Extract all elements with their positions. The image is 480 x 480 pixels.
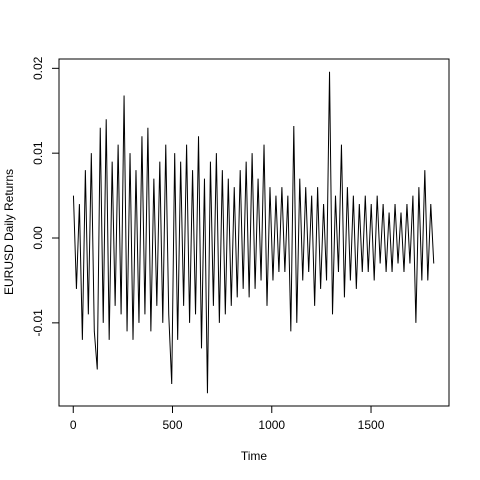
y-tick-label: 0.02: [31, 56, 45, 80]
series-line: [72, 71, 435, 394]
y-axis-label: EURUSD Daily Returns: [2, 169, 16, 295]
x-tick-label: 1500: [358, 418, 385, 432]
y-tick-label: 0.00: [31, 226, 45, 250]
x-tick-label: 500: [162, 418, 182, 432]
x-tick-label: 1000: [258, 418, 285, 432]
y-tick-label: -0.01: [31, 309, 45, 337]
x-tick-label: 0: [70, 418, 77, 432]
y-tick-label: 0.01: [31, 141, 45, 165]
x-axis-label: Time: [241, 449, 268, 463]
